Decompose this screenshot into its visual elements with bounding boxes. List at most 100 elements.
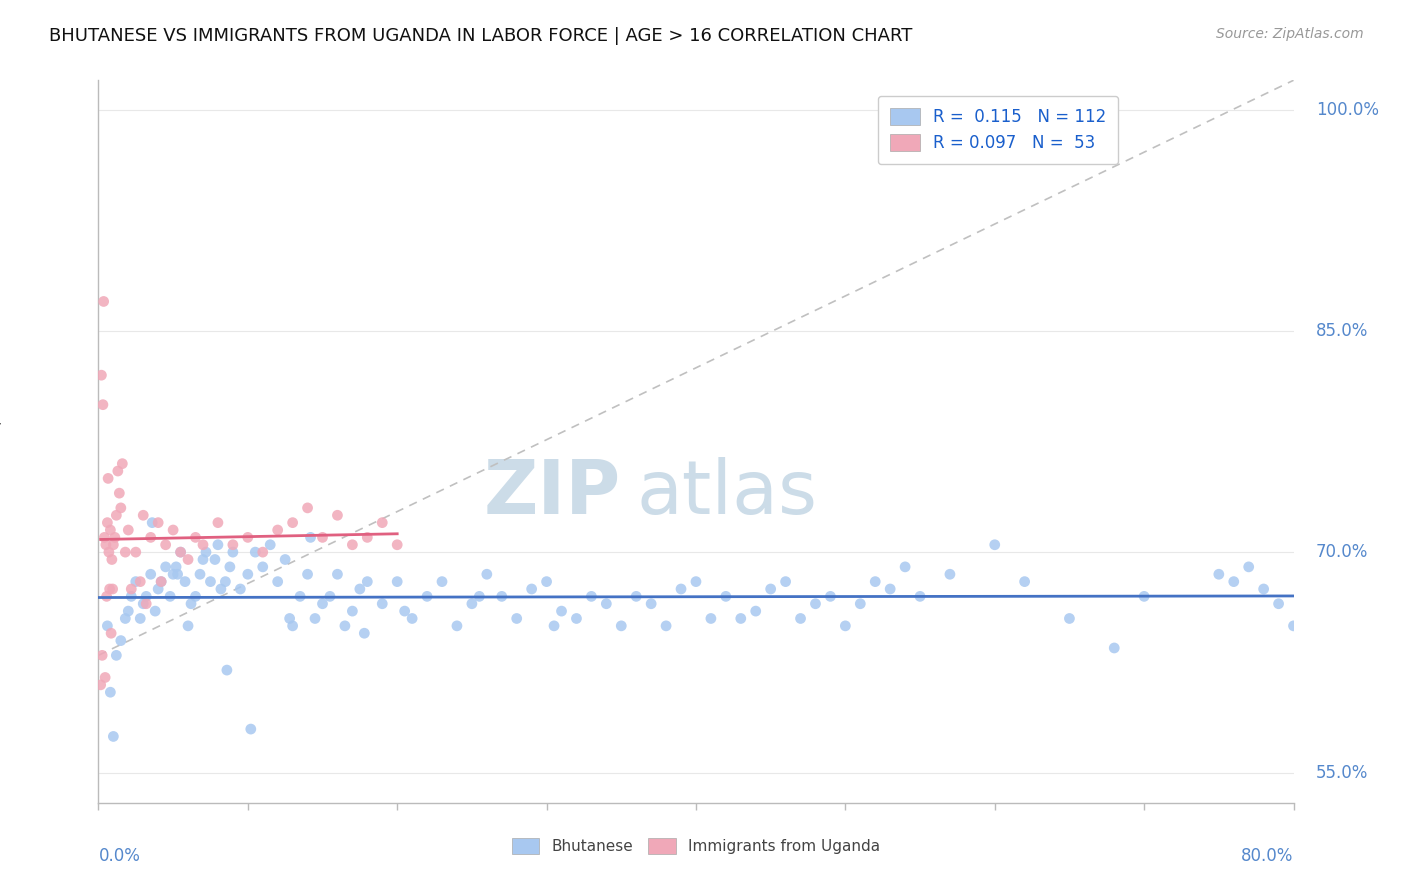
Point <box>96 619 118 633</box>
Point <box>259 538 281 552</box>
Text: 100.0%: 100.0% <box>1316 101 1379 119</box>
Point <box>371 597 394 611</box>
Point <box>371 516 394 530</box>
Point <box>685 574 707 589</box>
Point <box>311 530 333 544</box>
Point <box>1104 640 1126 655</box>
Point <box>143 604 166 618</box>
Point <box>326 508 349 523</box>
Point <box>356 574 378 589</box>
Point <box>1059 611 1081 625</box>
Point <box>155 538 177 552</box>
Point <box>132 597 155 611</box>
Point <box>356 530 378 544</box>
Point <box>297 500 319 515</box>
Point <box>894 560 917 574</box>
Point <box>120 590 142 604</box>
Point <box>139 530 162 544</box>
Point <box>581 590 603 604</box>
Point <box>700 611 723 625</box>
Point <box>148 516 170 530</box>
Point <box>1253 582 1275 596</box>
Point <box>1208 567 1230 582</box>
Point <box>865 574 887 589</box>
Text: 70.0%: 70.0% <box>1316 543 1368 561</box>
Point <box>135 597 157 611</box>
Point <box>468 590 491 604</box>
Point <box>125 545 148 559</box>
Point <box>191 538 214 552</box>
Point <box>236 530 259 544</box>
Point <box>520 582 543 596</box>
Point <box>169 545 191 559</box>
Point <box>714 590 737 604</box>
Point <box>209 582 232 596</box>
Point <box>97 471 120 485</box>
Point <box>105 648 128 663</box>
Point <box>214 574 236 589</box>
Point <box>135 590 157 604</box>
Point <box>274 552 297 566</box>
Point <box>98 523 122 537</box>
Text: 85.0%: 85.0% <box>1316 322 1368 340</box>
Point <box>1237 560 1260 574</box>
Point <box>536 574 558 589</box>
Point <box>236 567 259 582</box>
Point <box>94 538 117 552</box>
Point <box>610 619 633 633</box>
Point <box>104 530 127 544</box>
Point <box>111 457 134 471</box>
Text: 80.0%: 80.0% <box>1241 847 1294 865</box>
Point <box>252 545 274 559</box>
Point <box>120 582 142 596</box>
Point <box>93 530 115 544</box>
Point <box>939 567 962 582</box>
Point <box>200 574 222 589</box>
Point <box>1267 597 1289 611</box>
Point <box>342 538 364 552</box>
Text: Source: ZipAtlas.com: Source: ZipAtlas.com <box>1216 27 1364 41</box>
Point <box>191 552 214 566</box>
Point <box>184 590 207 604</box>
Point <box>180 597 202 611</box>
Point <box>775 574 797 589</box>
Point <box>506 611 529 625</box>
Point <box>148 582 170 596</box>
Point <box>101 582 124 596</box>
Point <box>349 582 371 596</box>
Point <box>110 633 132 648</box>
Point <box>333 619 356 633</box>
Point <box>105 508 128 523</box>
Point <box>461 597 484 611</box>
Point <box>475 567 498 582</box>
Point <box>139 567 162 582</box>
Point <box>174 574 197 589</box>
Point <box>162 567 184 582</box>
Point <box>114 545 136 559</box>
Point <box>908 590 931 604</box>
Point <box>278 611 301 625</box>
Point <box>416 590 439 604</box>
Point <box>319 590 342 604</box>
Point <box>101 552 124 566</box>
Point <box>204 552 226 566</box>
Point <box>984 538 1007 552</box>
Point <box>1133 590 1156 604</box>
Point <box>804 597 827 611</box>
Point <box>1282 619 1305 633</box>
Point <box>745 604 768 618</box>
Point <box>267 523 290 537</box>
Point <box>195 545 218 559</box>
Point <box>97 545 120 559</box>
Point <box>165 560 187 574</box>
Point <box>626 590 648 604</box>
Point <box>288 590 311 604</box>
Point <box>110 500 132 515</box>
Point <box>342 604 364 618</box>
Point <box>207 538 229 552</box>
Point <box>834 619 856 633</box>
Point <box>789 611 811 625</box>
Point <box>565 611 588 625</box>
Point <box>730 611 752 625</box>
Point <box>401 611 423 625</box>
